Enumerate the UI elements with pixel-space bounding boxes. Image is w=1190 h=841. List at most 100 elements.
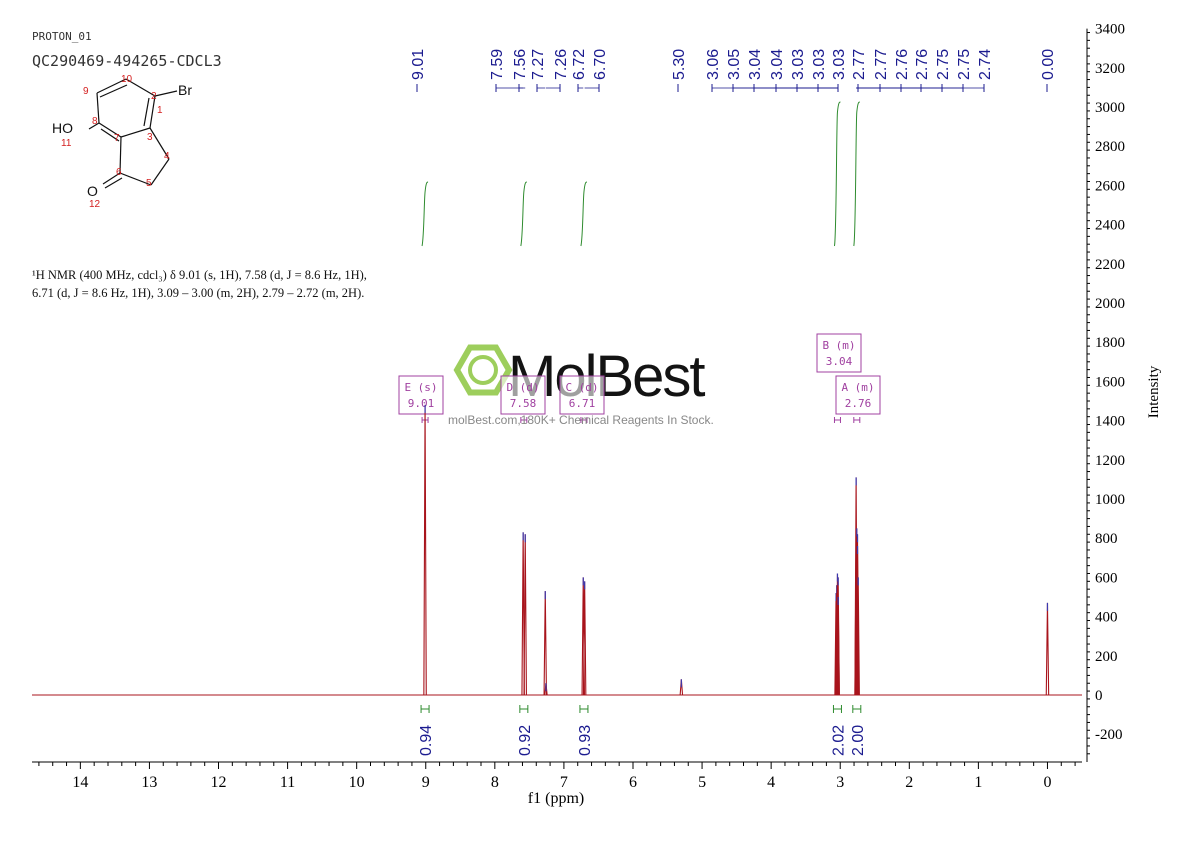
peak-label: 2.74 bbox=[977, 49, 994, 80]
structure-bond bbox=[143, 97, 150, 127]
integral-curve bbox=[833, 101, 841, 247]
y-tick-label: 0 bbox=[1095, 688, 1103, 704]
y-axis-title: Intensity bbox=[1146, 365, 1162, 418]
peak-label: 2.75 bbox=[935, 49, 952, 80]
y-tick-label: 3400 bbox=[1095, 22, 1125, 38]
integral-value: 2.00 bbox=[850, 725, 867, 756]
multiplet-shift: 3.04 bbox=[826, 355, 853, 368]
nmr-description: ¹H NMR (400 MHz, cdcl₃) δ 9.01 (s, 1H), … bbox=[32, 266, 452, 302]
peak-label: 2.77 bbox=[873, 49, 890, 80]
structure-bond bbox=[96, 92, 100, 124]
x-tick-label: 5 bbox=[698, 774, 706, 791]
structure-atom-number: 12 bbox=[89, 199, 101, 210]
integral-value: 0.94 bbox=[418, 725, 435, 756]
multiplet-boxes: E (s) 9.01 D (d) 7.58 C (d) 6.71 B (m) 3.04 A (m… bbox=[398, 333, 881, 423]
structure-bond bbox=[125, 78, 156, 97]
x-tick-label: 13 bbox=[141, 774, 157, 791]
structure-bond bbox=[99, 84, 128, 98]
x-tick-label: 2 bbox=[905, 774, 913, 791]
x-tick-label: 7 bbox=[560, 774, 568, 791]
y-tick-label: 1400 bbox=[1095, 414, 1125, 430]
peak-label: 2.77 bbox=[851, 49, 868, 80]
multiplet-label: E (s) bbox=[404, 381, 437, 394]
y-tick-label: 200 bbox=[1095, 649, 1118, 665]
peak-label: 3.03 bbox=[811, 49, 828, 80]
structure-bond bbox=[100, 128, 120, 142]
x-tick-label: 6 bbox=[629, 774, 637, 791]
peak-label-connector bbox=[753, 84, 838, 89]
peak-label-connector bbox=[857, 84, 943, 89]
x-tick-label: 10 bbox=[349, 774, 365, 791]
structure-atom-number: 9 bbox=[83, 86, 89, 97]
x-tick-label: 8 bbox=[491, 774, 499, 791]
y-tick-label: 2200 bbox=[1095, 257, 1125, 273]
y-tick-label: 600 bbox=[1095, 570, 1118, 586]
y-tick-label: 1800 bbox=[1095, 335, 1125, 351]
peak-label: 0.00 bbox=[1040, 49, 1057, 80]
structure-atom-number: 5 bbox=[146, 178, 152, 189]
peak-label: 6.70 bbox=[592, 49, 609, 80]
spectrum-peak bbox=[1045, 602, 1050, 696]
x-tick-label: 1 bbox=[974, 774, 982, 791]
structure-atom-number: 8 bbox=[92, 116, 98, 127]
structure-atom-number: 10 bbox=[121, 74, 133, 85]
peak-label: 3.05 bbox=[726, 49, 743, 80]
structure-atom-number: 1 bbox=[157, 105, 163, 116]
nmr-description-line-1: ¹H NMR (400 MHz, cdcl₃) δ 9.01 (s, 1H), … bbox=[32, 268, 367, 282]
y-tick-label: 3000 bbox=[1095, 100, 1125, 116]
integral-curves bbox=[421, 101, 860, 247]
x-tick-label: 0 bbox=[1043, 774, 1051, 791]
structure-atom-number: 6 bbox=[116, 167, 122, 178]
peak-label: 7.56 bbox=[512, 49, 529, 80]
structure-bond bbox=[119, 172, 152, 186]
peak-label-connector bbox=[857, 84, 964, 89]
y-tick-label: 800 bbox=[1095, 531, 1118, 547]
y-tick-label: 2600 bbox=[1095, 178, 1125, 194]
peak-label: 9.01 bbox=[410, 49, 427, 80]
structure-bond bbox=[119, 136, 122, 174]
y-tick-label: 2400 bbox=[1095, 218, 1125, 234]
structure-bond bbox=[98, 122, 122, 138]
integral-value: 2.02 bbox=[830, 725, 847, 756]
peak-label: 3.04 bbox=[769, 49, 786, 80]
peak-label-connector bbox=[856, 84, 922, 89]
spectrum-peak bbox=[423, 404, 427, 696]
y-tick-label: 2800 bbox=[1095, 139, 1125, 155]
watermark-hexagon-icon bbox=[453, 344, 513, 396]
structure-bond bbox=[149, 127, 170, 160]
integral-values: 0.94 0.92 0.93 2.02 2.00 bbox=[418, 705, 867, 756]
peak-label: 3.06 bbox=[705, 49, 722, 80]
multiplet-shift: 2.76 bbox=[845, 397, 872, 410]
multiplet-label: A (m) bbox=[841, 381, 874, 394]
peak-label: 2.76 bbox=[894, 49, 911, 80]
structure-bond bbox=[149, 95, 156, 129]
structure-bond bbox=[102, 172, 121, 185]
y-tick-label: 3200 bbox=[1095, 61, 1125, 77]
x-tick-label: 11 bbox=[280, 774, 295, 791]
multiplet-box bbox=[500, 375, 546, 415]
x-axis-title: f1 (ppm) bbox=[528, 790, 584, 807]
structure-atom-number: 4 bbox=[164, 151, 170, 162]
peak-label: 7.27 bbox=[530, 49, 547, 80]
peak-label-connector bbox=[732, 84, 837, 89]
x-tick-label: 4 bbox=[767, 774, 775, 791]
x-axis: 14 13 12 11 10 9 8 7 6 5 4 3 2 1 0f1 (ppm) bbox=[32, 761, 1082, 807]
multiplet-shift: 9.01 bbox=[408, 397, 435, 410]
x-tick-label: 12 bbox=[211, 774, 227, 791]
peak-label-connector bbox=[584, 84, 600, 89]
peak-label-connectors bbox=[495, 84, 985, 89]
integral-curve bbox=[421, 181, 429, 247]
y-tick-label: 2000 bbox=[1095, 296, 1125, 312]
structure-bond bbox=[150, 158, 170, 186]
multiplet-shift: 6.71 bbox=[569, 397, 596, 410]
structure-bond bbox=[120, 127, 151, 138]
peak-label-connector bbox=[518, 84, 526, 89]
peak-label: 5.30 bbox=[671, 49, 688, 80]
peak-label: 7.59 bbox=[489, 49, 506, 80]
integral-value: 0.92 bbox=[517, 725, 534, 756]
spectrum-trace bbox=[32, 404, 1082, 696]
peak-label-connector bbox=[545, 84, 561, 89]
multiplet-label: B (m) bbox=[822, 339, 855, 352]
multiplet-label: C (d) bbox=[565, 381, 598, 394]
